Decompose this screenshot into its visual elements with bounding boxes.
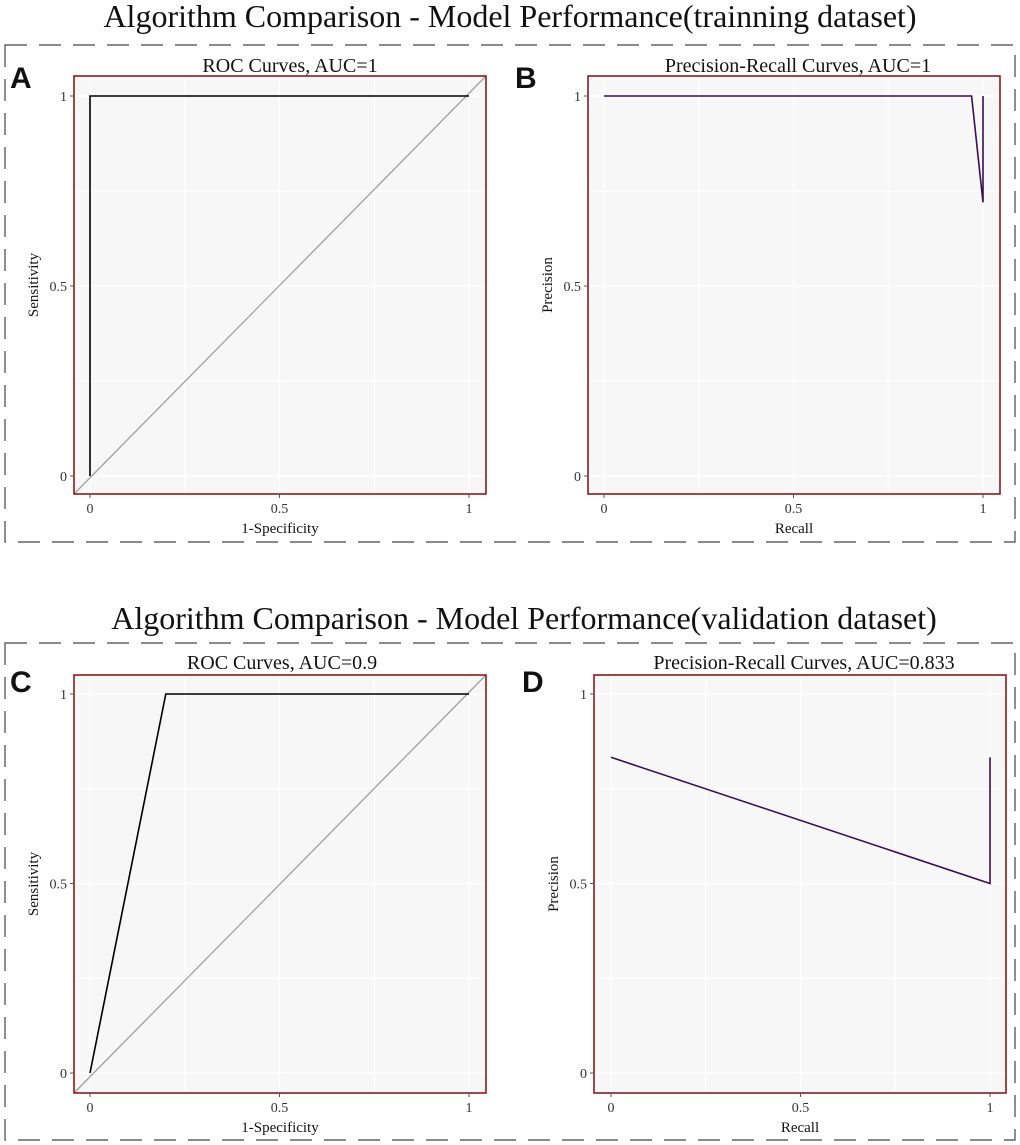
x-tick-label: 0 [87,502,94,517]
x-tick-label: 0 [601,502,608,517]
x-tick-label: 0 [608,1101,615,1116]
series-line-roc [89,95,469,476]
y-tick-label: 1 [580,688,587,703]
series-line-roc [89,693,469,1074]
panel-c: 0 0.5 1 0 0.5 1 1-Specificity Sensitivity ROC Cu… [10,652,487,1136]
x-tick-label: 1 [466,502,473,517]
x-axis-label: Recall [775,521,813,537]
section-frame-validation [4,642,1016,1141]
panel-b: 0 0.5 1 0 0.5 1 Recall Precision Precision-Recal… [515,55,1001,537]
x-tick-label: 0.5 [271,502,289,517]
y-axis-label: Sensitivity [26,851,42,916]
x-tick-label: 0.5 [271,1101,289,1116]
y-axis-label: Precision [540,257,556,313]
chart-title: ROC Curves, AUC=0.9 [187,652,377,674]
reference-diagonal [73,75,487,495]
series-line-pr [610,756,991,885]
y-tick-label: 1 [574,90,581,105]
section-frame-training [4,44,1016,543]
y-axis-label: Sensitivity [26,252,42,317]
y-tick-label: 0.5 [564,280,582,295]
x-tick-label: 1 [466,1101,473,1116]
chart-title: ROC Curves, AUC=1 [202,55,377,77]
panel-letter: C [10,666,32,699]
panel-letter: A [10,62,32,95]
y-axis-label: Precision [546,856,562,912]
y-tick-label: 1 [60,90,67,105]
panel-letter: D [522,666,544,699]
x-axis-label: 1-Specificity [241,1120,319,1136]
x-tick-label: 1 [980,502,987,517]
section-title-validation: Algorithm Comparison - Model Performance… [111,600,937,636]
x-tick-label: 1 [987,1101,994,1116]
y-tick-label: 0.5 [50,280,68,295]
y-tick-label: 0.5 [50,878,68,893]
panel-d: 0 0.5 1 0 0.5 1 Recall Precision Precision-Recal… [522,652,1007,1136]
x-axis-label: Recall [781,1120,819,1136]
x-tick-label: 0.5 [792,1101,810,1116]
x-tick-label: 0.5 [785,502,803,517]
x-axis-label: 1-Specificity [241,521,319,537]
chart-title: Precision-Recall Curves, AUC=1 [665,55,931,77]
chart-title: Precision-Recall Curves, AUC=0.833 [653,652,954,674]
series-line-pr [604,95,984,203]
y-tick-label: 0 [580,1067,587,1082]
y-tick-label: 0.5 [570,878,588,893]
y-tick-label: 0 [60,470,67,485]
panel-a: 0 0.5 1 0 0.5 1 1-Specificity Sensitivity ROC Cu… [10,55,487,537]
y-tick-label: 1 [60,688,67,703]
reference-diagonal [73,674,487,1094]
y-tick-label: 0 [60,1067,67,1082]
y-tick-label: 0 [574,470,581,485]
section-title-training: Algorithm Comparison - Model Performance… [103,0,916,34]
panel-letter: B [515,62,537,95]
x-tick-label: 0 [87,1101,94,1116]
